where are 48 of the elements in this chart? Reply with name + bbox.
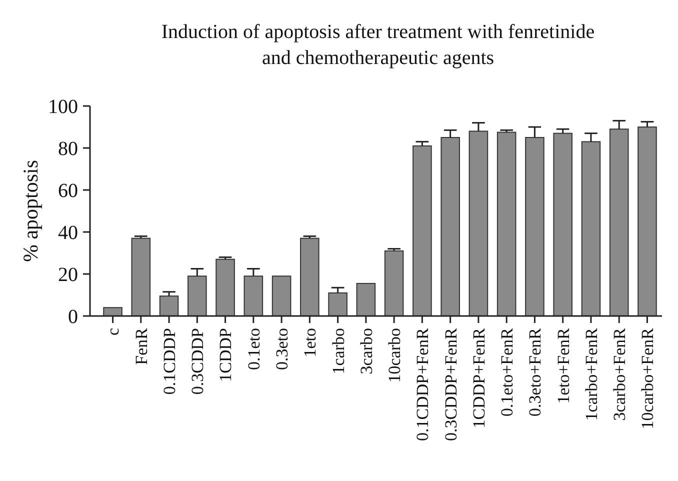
- chart-title: Induction of apoptosis after treatment with fenretinide and chemotherapeutic agents: [161, 21, 595, 69]
- bar: [216, 258, 235, 316]
- x-tick-label: 1eto: [300, 328, 320, 358]
- x-tick-label: FenR: [132, 327, 151, 365]
- y-tick-label: 80: [58, 138, 78, 160]
- x-tick-label: 0.1eto: [244, 328, 264, 370]
- bar: [412, 145, 432, 316]
- y-tick-label: 60: [58, 180, 78, 202]
- bar: [638, 126, 657, 316]
- x-tick-label: 1CDDP: [216, 328, 236, 382]
- y-tick-label: 40: [58, 222, 78, 244]
- bar: [356, 282, 376, 316]
- bar: [384, 250, 404, 316]
- x-tick-label: 10carbo+FenR: [638, 327, 658, 430]
- bar: [496, 132, 516, 316]
- x-tick-label: 3carbo+FenR: [610, 327, 630, 421]
- x-tick-label: 1carbo+FenR: [582, 327, 601, 421]
- bar: [188, 276, 207, 316]
- x-tick-label: 1CDDP+FenR: [469, 327, 488, 428]
- y-axis-title: % apoptosis: [18, 160, 42, 262]
- bar: [131, 238, 151, 316]
- x-tick-label: 10carbo: [385, 328, 404, 383]
- bar: [468, 130, 488, 316]
- x-tick-label: 0.3eto+FenR: [526, 327, 545, 416]
- bar: [525, 137, 544, 316]
- bar: [440, 137, 460, 316]
- x-tick-label: 0.1eto+FenR: [498, 327, 517, 416]
- x-tick-label: 0.3CDDP: [188, 328, 208, 395]
- bar: [581, 141, 601, 316]
- x-tick-label: 0.3eto: [272, 328, 292, 370]
- x-tick-label: 3carbo: [356, 328, 376, 374]
- x-tick-label: 1eto+FenR: [554, 327, 573, 404]
- y-tick-label: 100: [48, 96, 78, 118]
- bar: [609, 128, 629, 316]
- y-tick-label: 0: [68, 306, 78, 328]
- bar: [553, 132, 572, 316]
- x-tick-label: 0.1CDDP+FenR: [413, 327, 432, 442]
- bar: [272, 276, 292, 316]
- y-tick-label: 20: [58, 264, 78, 286]
- bar: [300, 238, 320, 316]
- bar: [244, 276, 264, 316]
- bar: [103, 307, 122, 316]
- bar: [328, 292, 348, 316]
- bar: [159, 296, 179, 316]
- x-tick-label: 1carbo: [328, 328, 348, 374]
- x-tick-label: 0.3CDDP+FenR: [441, 327, 460, 442]
- x-tick-label: c: [104, 328, 123, 336]
- x-tick-label: 0.1CDDP: [160, 328, 179, 395]
